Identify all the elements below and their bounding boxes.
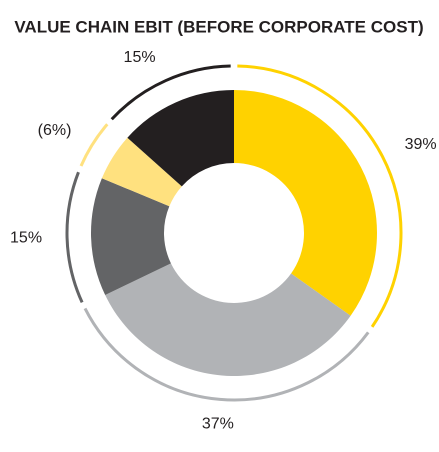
slice — [234, 90, 377, 316]
data-label: 15% — [124, 49, 156, 66]
slice — [127, 90, 234, 187]
ring-arc — [65, 171, 84, 304]
data-label: 37% — [202, 416, 234, 433]
slice — [105, 263, 351, 377]
slice — [101, 137, 182, 207]
ring-arc — [237, 64, 403, 328]
data-label: 15% — [10, 230, 42, 247]
slice — [91, 178, 171, 296]
data-label: 39% — [405, 136, 437, 153]
ring-arc — [83, 307, 370, 402]
data-label: (6%) — [38, 122, 72, 139]
ring-arc — [110, 64, 231, 121]
chart-title: VALUE CHAIN EBIT (BEFORE CORPORATE COST) — [14, 17, 423, 36]
ring-arc — [79, 123, 109, 167]
